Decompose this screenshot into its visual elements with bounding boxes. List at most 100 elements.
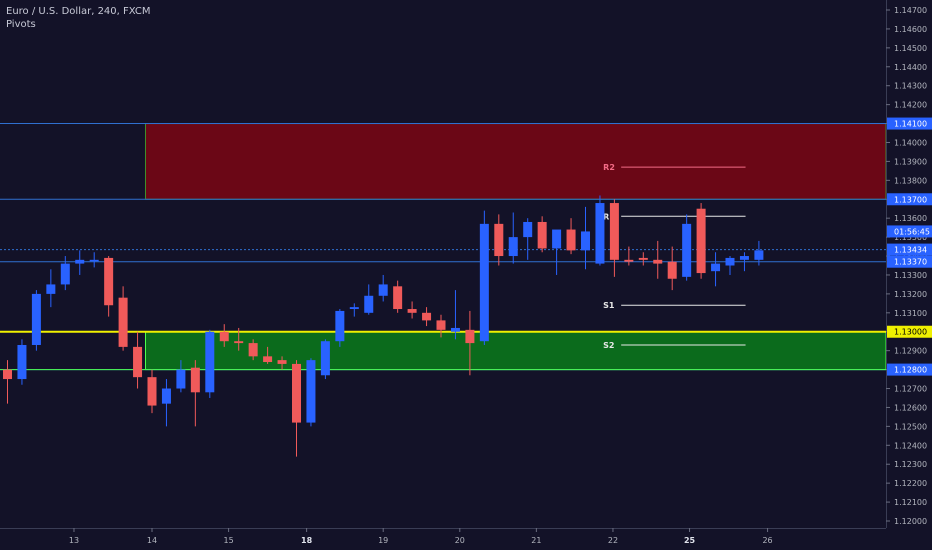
candle[interactable]	[118, 286, 128, 351]
candle[interactable]	[234, 327, 244, 351]
candle[interactable]	[479, 210, 489, 345]
pivot-r1-label: R1	[603, 212, 615, 221]
candle[interactable]	[147, 369, 157, 414]
candle-body	[306, 360, 316, 423]
time-tick-label: 20	[455, 536, 465, 545]
candle[interactable]	[104, 256, 114, 317]
price-tag-bg	[887, 225, 932, 238]
candle[interactable]	[682, 214, 692, 281]
candle[interactable]	[595, 195, 605, 266]
price-tags-layer: 1.14100 1.13700 1.13434 01:56:45 1.13370 1.13…	[887, 117, 932, 376]
candle[interactable]	[754, 240, 764, 266]
price-tick-label: 1.14400	[894, 63, 927, 72]
candle[interactable]	[422, 307, 432, 327]
candle[interactable]	[739, 252, 749, 272]
candle[interactable]	[320, 339, 330, 380]
candle[interactable]	[609, 199, 619, 277]
candle[interactable]	[205, 329, 215, 398]
support-zone	[145, 331, 887, 371]
price-tick-label: 1.14300	[894, 82, 927, 91]
time-axis[interactable]: 13 14 15 18 19 20 21 22 25 26	[0, 528, 886, 545]
candle[interactable]	[292, 360, 301, 457]
chart-legend: Euro / U.S. Dollar, 240, FXCM Pivots	[6, 5, 151, 31]
time-tick-label: 19	[378, 536, 388, 545]
price-tick-label: 1.14200	[894, 101, 927, 110]
candle[interactable]	[725, 256, 735, 275]
candle[interactable]	[17, 339, 27, 385]
candle-body	[349, 307, 359, 310]
candle[interactable]	[46, 269, 56, 308]
candle-body	[234, 341, 244, 344]
price-tick-label: 1.12400	[894, 441, 927, 450]
candle[interactable]	[566, 218, 576, 255]
candle[interactable]	[508, 212, 518, 264]
candle-body	[436, 320, 446, 330]
price-tag-bg	[887, 255, 932, 268]
time-tick-label: 22	[608, 536, 618, 545]
candle[interactable]	[75, 250, 85, 275]
candle-body	[595, 203, 605, 264]
candle[interactable]	[465, 310, 475, 376]
price-tag-text: 1.13000	[894, 328, 927, 337]
candle[interactable]	[667, 246, 677, 291]
price-tick-label: 1.14700	[894, 6, 927, 15]
candle[interactable]	[31, 290, 41, 351]
candle-body	[566, 229, 576, 251]
candle[interactable]	[653, 240, 663, 279]
candle[interactable]	[552, 229, 562, 275]
candle[interactable]	[176, 360, 186, 393]
candle[interactable]	[190, 360, 200, 427]
candle[interactable]	[3, 360, 12, 404]
candle[interactable]	[60, 256, 70, 291]
symbol-title[interactable]: Euro / U.S. Dollar, 240, FXCM	[6, 6, 151, 17]
candle[interactable]	[133, 331, 143, 389]
price-tick-label: 1.13900	[894, 157, 927, 166]
candle[interactable]	[711, 252, 721, 287]
candle[interactable]	[89, 252, 99, 268]
candle[interactable]	[638, 252, 648, 266]
candle-body	[725, 257, 735, 266]
candle[interactable]	[349, 303, 359, 317]
candle[interactable]	[378, 274, 388, 302]
candle-body	[364, 295, 374, 313]
candle[interactable]	[523, 218, 533, 260]
candle-body	[46, 284, 56, 294]
horizontal-lines-layer	[0, 123, 886, 371]
price-tick-label: 1.12500	[894, 422, 927, 431]
price-axis[interactable]: 1.14700 1.14600 1.14500 1.14400 1.14300 1.142…	[886, 0, 932, 550]
candle[interactable]	[364, 284, 374, 315]
candle[interactable]	[161, 379, 171, 427]
candle[interactable]	[494, 214, 504, 266]
candle-body	[609, 203, 619, 260]
candle-body	[378, 284, 388, 296]
candle[interactable]	[537, 216, 547, 253]
price-tag-text: 1.14100	[894, 120, 927, 129]
candle[interactable]	[263, 346, 273, 364]
candles-layer[interactable]	[3, 195, 764, 457]
pivot-r2-label: R2	[603, 163, 615, 172]
candle-body	[31, 293, 41, 345]
candle[interactable]	[624, 246, 634, 266]
candle[interactable]	[306, 358, 316, 427]
candle[interactable]	[696, 203, 706, 279]
price-tick-label: 1.13100	[894, 309, 927, 318]
candle-body	[581, 231, 590, 251]
candle[interactable]	[393, 280, 403, 313]
candle[interactable]	[219, 324, 229, 347]
candle[interactable]	[248, 339, 258, 361]
candle[interactable]	[407, 301, 417, 319]
candle[interactable]	[335, 309, 345, 347]
price-tag-text: 1.13700	[894, 195, 927, 204]
candle-body	[133, 346, 143, 378]
candle-body	[465, 329, 475, 344]
candle[interactable]	[436, 314, 446, 338]
candle-body	[263, 356, 273, 363]
candle[interactable]	[581, 206, 590, 270]
candle[interactable]	[450, 290, 460, 340]
candle[interactable]	[277, 356, 287, 370]
candle-body	[638, 257, 648, 260]
indicator-name[interactable]: Pivots	[6, 19, 36, 30]
time-tick-label: 18	[301, 536, 313, 545]
candle-body	[754, 250, 764, 260]
